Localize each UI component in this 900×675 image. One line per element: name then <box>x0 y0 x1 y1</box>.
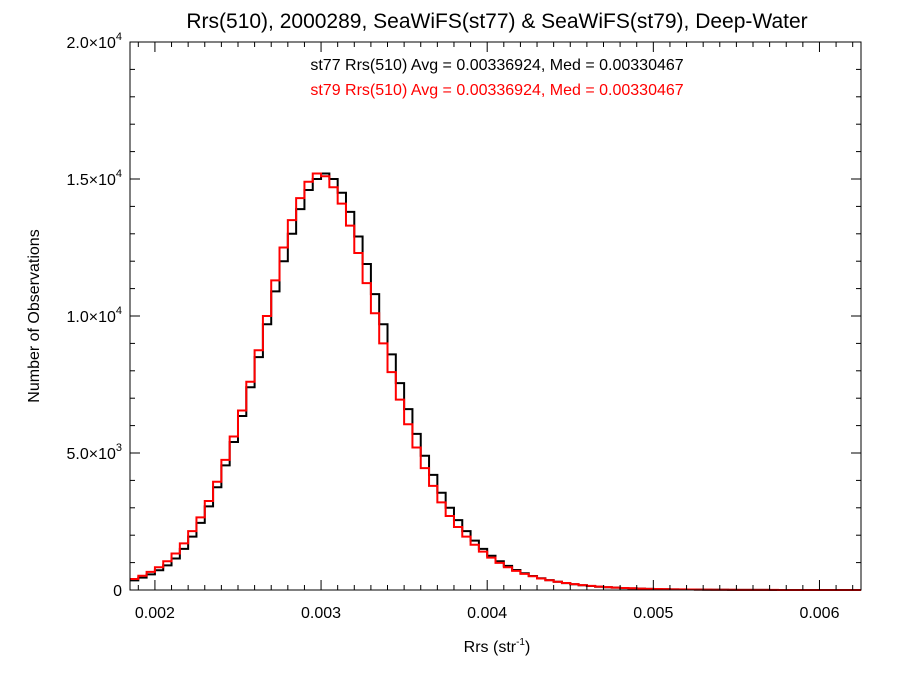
x-tick-label: 0.002 <box>135 605 175 622</box>
y-tick-label: 0 <box>113 583 122 600</box>
x-axis-label-tail: ) <box>525 639 530 656</box>
x-axis-label-sup: -1 <box>516 637 525 648</box>
x-tick-label: 0.003 <box>301 605 341 622</box>
annotation-st79: st79 Rrs(510) Avg = 0.00336924, Med = 0.… <box>310 82 683 99</box>
x-axis-label-base: Rrs (str <box>464 639 517 656</box>
y-tick-label: 5.0×103 <box>66 442 122 463</box>
x-axis-label: Rrs (str-1) <box>464 637 531 656</box>
x-tick-label: 0.006 <box>799 605 839 622</box>
axis-ticks <box>130 41 861 591</box>
y-tick-label: 1.5×104 <box>66 168 122 189</box>
y-tick-label: 2.0×104 <box>66 31 122 52</box>
annotation-st77: st77 Rrs(510) Avg = 0.00336924, Med = 0.… <box>310 57 683 74</box>
chart-title: Rrs(510), 2000289, SeaWiFS(st77) & SeaWi… <box>186 10 807 33</box>
x-tick-label: 0.004 <box>467 605 507 622</box>
x-tick-labels: 0.002 0.003 0.004 0.005 0.006 <box>135 605 840 622</box>
y-tick-label: 1.0×104 <box>66 305 122 326</box>
y-axis-label: Number of Observations <box>26 229 43 402</box>
x-tick-label: 0.005 <box>633 605 673 622</box>
y-tick-labels: 0 5.0×103 1.0×104 1.5×104 2.0×104 <box>66 31 122 600</box>
